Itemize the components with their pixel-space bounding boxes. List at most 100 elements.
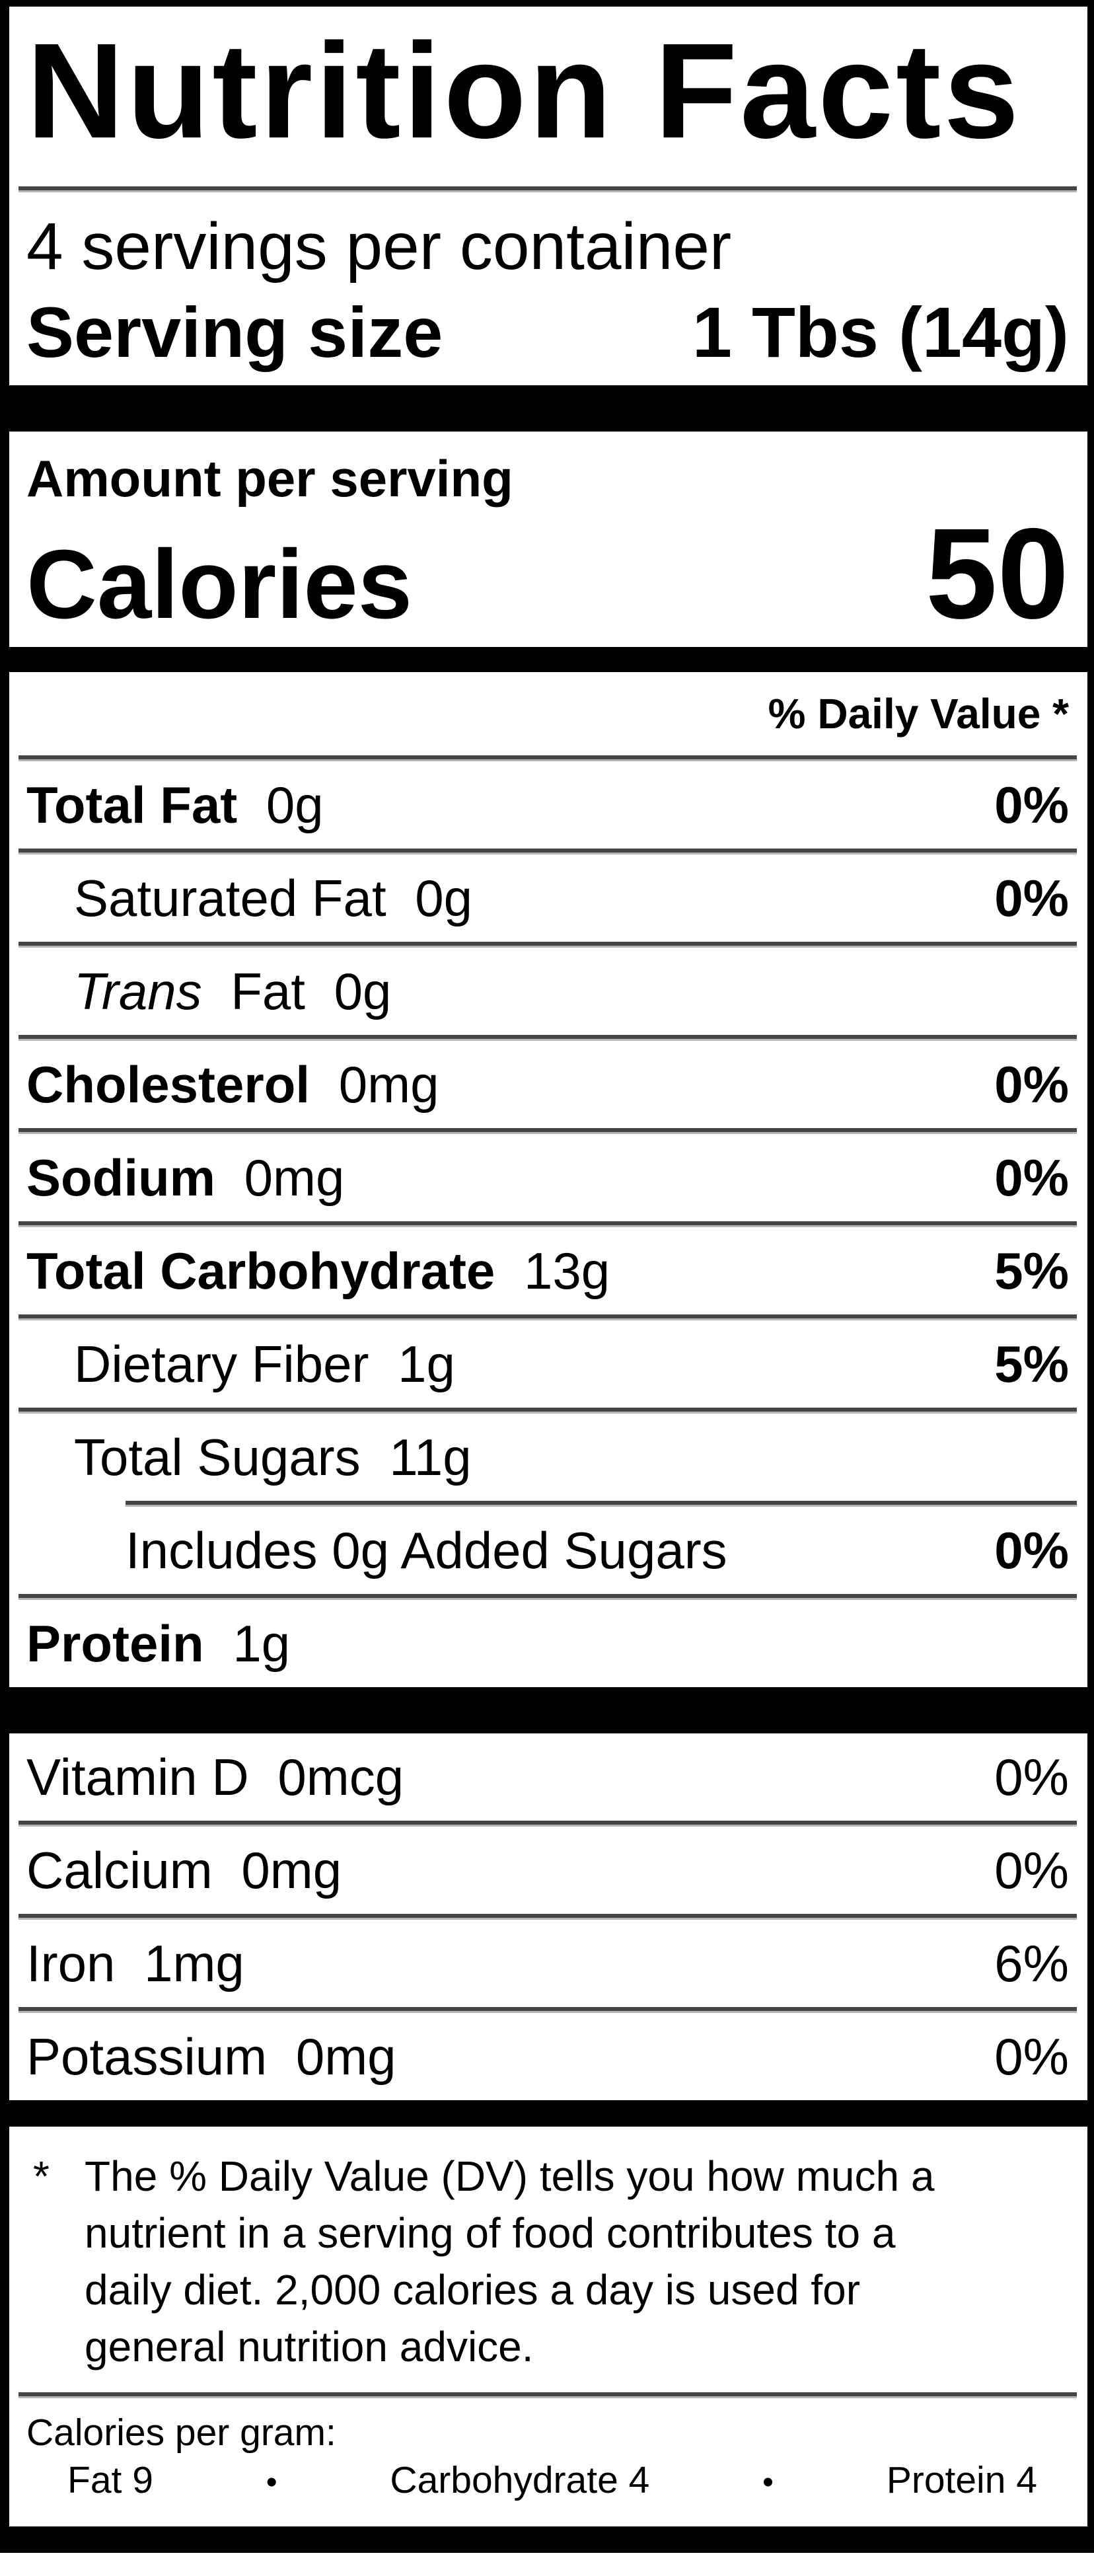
separator [18,2007,1077,2013]
nutrient-name: Total Fat [26,776,238,834]
nutrient-dv: 0% [994,1521,1069,1579]
nutrient-name: Cholesterol [26,1055,310,1114]
nutrient-name: Sodium [26,1149,215,1207]
thick-bar-above-footnote [9,2100,1087,2127]
nutrient-dv: 0% [994,776,1069,834]
nutrient-row-total-fat: Total Fat 0g 0% [26,761,1069,849]
calories-row: Calories 50 [26,508,1069,639]
nutrient-name-group: Total Sugars 11g [26,1427,472,1488]
nutrient-row-dietary-fiber: Dietary Fiber 1g 5% [26,1320,1069,1408]
nutrient-row-cholesterol: Cholesterol 0mg 0% [26,1041,1069,1128]
micronutrient-row-calcium: Calcium 0mg 0% [26,1827,1069,1914]
nutrient-amount: 0mg [241,1841,342,1899]
label-content: Nutrition Facts 4 servings per container… [9,21,1087,2504]
separator [18,1408,1077,1414]
medium-bar-below-calories [9,647,1087,672]
nutrient-name: Fat [231,962,305,1020]
nutrient-name-italic: Trans [74,962,202,1020]
nutrient-name-group: Total Carbohydrate 13g [26,1240,610,1301]
calories-label: Calories [26,530,413,639]
separator [18,1128,1077,1134]
nutrient-amount: 1g [398,1335,455,1393]
separator-below-title [18,186,1077,192]
footnote-text-line: nutrient in a serving of food contribute… [85,2209,896,2257]
nutrient-row-saturated-fat: Saturated Fat 0g 0% [26,854,1069,942]
amount-per-serving-label: Amount per serving [26,449,513,508]
nutrient-dv: 0% [994,869,1069,927]
separator [18,1314,1077,1320]
thick-bar-top [9,385,1087,432]
footnote-text-line: daily diet. 2,000 calories a day is used… [85,2266,860,2314]
nutrient-dv: 6% [994,1934,1069,1992]
nutrient-name-group: Total Fat 0g [26,775,324,835]
nutrient-name: Vitamin D [26,1748,249,1806]
nutrient-amount: 0g [266,776,324,834]
calories-per-gram-item: Carbohydrate 4 [390,2459,650,2501]
nutrient-name-group: Dietary Fiber 1g [26,1334,455,1394]
nutrient-name: Total Sugars [74,1428,361,1486]
nutrient-row-protein: Protein 1g [26,1600,1069,1687]
nutrient-amount: 1mg [144,1934,244,1992]
nutrient-dv: 5% [994,1242,1069,1300]
servings-per-container: 4 servings per container [26,209,732,284]
nutrient-dv: 0% [994,2027,1069,2086]
micronutrient-row-vitamin-d: Vitamin D 0mcg 0% [26,1733,1069,1821]
separator [18,942,1077,948]
nutrient-name-group: Cholesterol 0mg [26,1054,439,1115]
nutrient-name-group: Sodium 0mg [26,1147,344,1208]
bullet-separator: • [762,2465,774,2500]
nutrient-name: Includes 0g Added Sugars [126,1521,727,1579]
nutrient-name: Protein [26,1614,204,1673]
nutrient-name-group: Iron 1mg [26,1933,244,1994]
separator [18,1914,1077,1920]
nutrient-row-total-sugars: Total Sugars 11g [26,1414,1069,1501]
serving-size-row: Serving size 1 Tbs (14g) [26,293,1069,372]
micronutrient-row-potassium: Potassium 0mg 0% [26,2013,1069,2100]
nutrient-name: Total Carbohydrate [26,1242,495,1300]
calories-per-gram-item: Protein 4 [886,2459,1037,2501]
nutrition-facts-title: Nutrition Facts [26,15,1022,167]
nutrient-name: Iron [26,1934,116,1992]
nutrient-amount: 0mg [244,1149,345,1207]
separator [18,849,1077,854]
footnote-text: The % Daily Value (DV) tells you how muc… [85,2148,934,2375]
separator [18,1221,1077,1227]
nutrient-name: Calcium [26,1841,213,1899]
nutrient-name-group: Vitamin D 0mcg [26,1747,404,1807]
bullet-separator: • [266,2465,277,2500]
nutrient-dv: 0% [994,1748,1069,1806]
nutrient-dv: 0% [994,1841,1069,1899]
nutrient-dv: 0% [994,1055,1069,1114]
nutrient-name: Dietary Fiber [74,1335,369,1393]
footnote-asterisk: * [33,2152,50,2200]
separator [18,1821,1077,1827]
calories-per-gram-row: Fat 9 • Carbohydrate 4 • Protein 4 [26,2459,1069,2504]
micronutrient-row-iron: Iron 1mg 6% [26,1920,1069,2007]
separator [18,755,1077,761]
nutrient-name-group: Includes 0g Added Sugars [26,1520,727,1581]
nutrient-amount: 1g [233,1614,291,1673]
nutrient-name: Potassium [26,2027,268,2086]
nutrient-row-sodium: Sodium 0mg 0% [26,1134,1069,1221]
nutrient-name-group: Potassium 0mg [26,2026,396,2087]
separator-above-calories-per-gram [18,2392,1077,2398]
nutrient-amount: 0mg [338,1055,439,1114]
nutrient-amount: 13g [523,1242,610,1300]
nutrient-row-added-sugars: Includes 0g Added Sugars 0% [26,1507,1069,1594]
footnote-text-line: general nutrition advice. [85,2323,534,2370]
nutrient-amount: 0mcg [277,1748,404,1806]
nutrient-name-group: Protein 1g [26,1613,290,1674]
separator [18,1035,1077,1041]
serving-size-label: Serving size [26,292,443,372]
footnote: * The % Daily Value (DV) tells you how m… [26,2148,1069,2375]
nutrient-dv: 0% [994,1149,1069,1207]
nutrient-amount: 0g [415,869,473,927]
nutrient-amount: 11g [389,1428,472,1486]
calories-per-gram-item: Fat 9 [67,2459,153,2501]
thick-bar-above-vitamins [9,1687,1087,1733]
nutrient-amount: 0g [334,962,392,1020]
serving-size-value: 1 Tbs (14g) [692,292,1069,372]
nutrient-row-total-carbohydrate: Total Carbohydrate 13g 5% [26,1227,1069,1314]
calories-value: 50 [926,502,1069,646]
